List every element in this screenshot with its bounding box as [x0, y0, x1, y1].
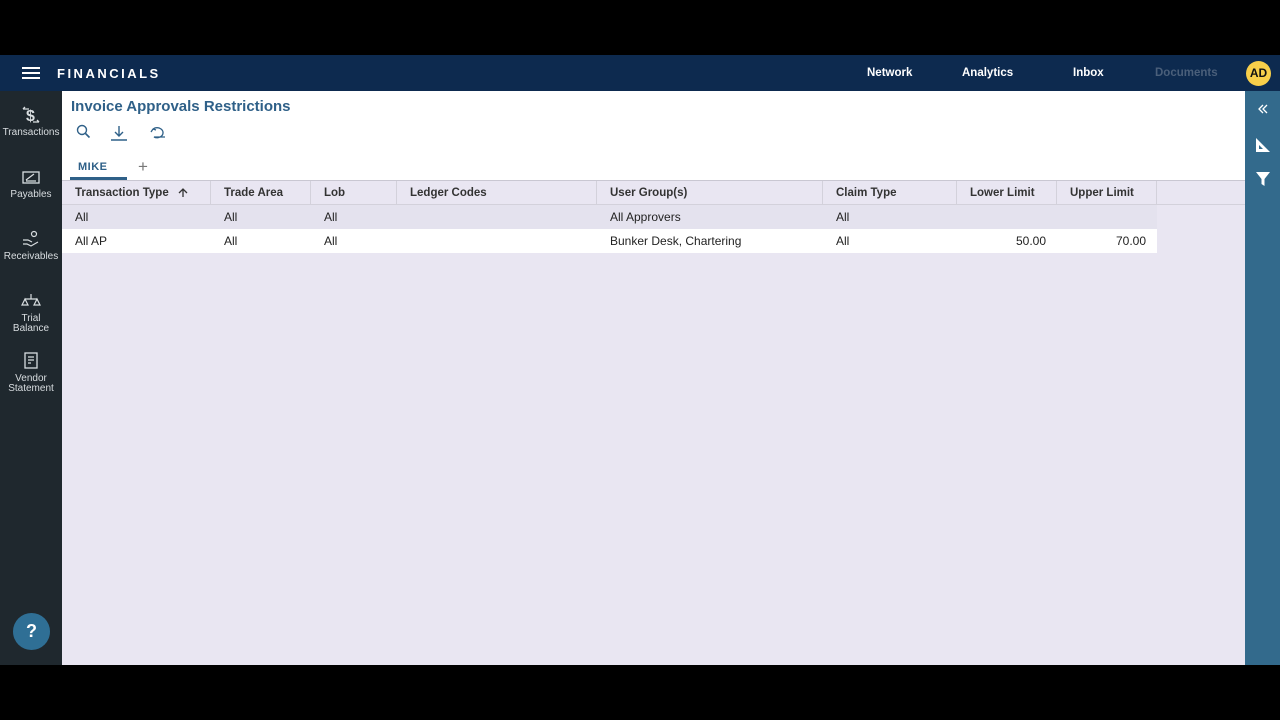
- right-panel: [1245, 91, 1280, 665]
- column-header-user-groups[interactable]: User Group(s): [597, 181, 823, 204]
- collapse-icon[interactable]: [1257, 103, 1269, 115]
- cell-transaction-type: All: [75, 210, 89, 224]
- add-tab-button[interactable]: +: [138, 157, 148, 176]
- tab-mike[interactable]: MIKE: [78, 161, 108, 173]
- cell-claim-type: All: [836, 210, 850, 224]
- cell-upper-limit: [1057, 205, 1157, 229]
- table-header: Transaction Type Trade Area Lob Ledger C…: [62, 180, 1245, 205]
- check-icon: [22, 171, 40, 184]
- cell-ledger-codes: [397, 205, 410, 229]
- cell-transaction-type: All AP: [75, 234, 108, 248]
- nav-network[interactable]: Network: [867, 67, 913, 79]
- cell-lower-limit: [957, 205, 1057, 229]
- column-header-upper-limit[interactable]: Upper Limit: [1057, 181, 1157, 204]
- column-header-lob[interactable]: Lob: [311, 181, 397, 204]
- column-header-trade-area[interactable]: Trade Area: [211, 181, 311, 204]
- cell-claim-type: All: [836, 234, 850, 248]
- undo-icon[interactable]: [149, 124, 167, 140]
- active-tab-indicator: [70, 177, 127, 180]
- menu-icon[interactable]: [22, 67, 40, 79]
- top-bar: FINANCIALS Network Analytics Inbox Docum…: [0, 55, 1280, 91]
- sidebar-item-label: Transactions: [2, 127, 60, 138]
- sidebar-item-vendor-statement[interactable]: Vendor Statement: [0, 351, 62, 394]
- cell-user-groups: Bunker Desk, Chartering: [610, 234, 742, 248]
- dollar-exchange-icon: $: [22, 106, 40, 125]
- page-title: Invoice Approvals Restrictions: [71, 98, 291, 115]
- sidebar-item-label: Trial Balance: [12, 313, 50, 334]
- restrictions-table: Transaction Type Trade Area Lob Ledger C…: [62, 180, 1245, 253]
- hand-coin-icon: [23, 230, 39, 247]
- ruler-triangle-icon[interactable]: [1254, 136, 1272, 154]
- cell-ledger-codes: [397, 229, 410, 253]
- column-header-claim-type[interactable]: Claim Type: [823, 181, 957, 204]
- cell-lob: All: [324, 234, 338, 248]
- table-row[interactable]: All AP All All Bunker Desk, Chartering A…: [62, 229, 1157, 253]
- sidebar-item-payables[interactable]: Payables: [0, 167, 62, 200]
- page-header: Invoice Approvals Restrictions MIKE +: [62, 91, 1245, 180]
- scale-icon: [21, 294, 41, 306]
- cell-user-groups: All Approvers: [610, 210, 681, 224]
- avatar[interactable]: AD: [1246, 61, 1271, 86]
- statement-icon: [24, 352, 38, 369]
- nav-analytics[interactable]: Analytics: [962, 67, 1014, 79]
- column-header-lower-limit[interactable]: Lower Limit: [957, 181, 1057, 204]
- sidebar-item-trial-balance[interactable]: Trial Balance: [0, 291, 62, 334]
- cell-trade-area: All: [224, 234, 238, 248]
- app-title: FINANCIALS: [57, 66, 161, 81]
- help-button[interactable]: ?: [13, 613, 50, 650]
- filter-icon[interactable]: [1255, 171, 1271, 187]
- search-icon[interactable]: [76, 124, 92, 140]
- nav-documents[interactable]: Documents: [1155, 67, 1218, 79]
- svg-text:$: $: [26, 108, 35, 125]
- nav-inbox[interactable]: Inbox: [1073, 67, 1104, 79]
- cell-trade-area: All: [224, 210, 238, 224]
- sidebar-item-label: Receivables: [3, 251, 59, 262]
- sidebar-item-receivables[interactable]: Receivables: [0, 229, 62, 262]
- sidebar-item-label: Vendor Statement: [8, 373, 54, 394]
- sidebar: $ Transactions Payables Receivables Tria…: [0, 91, 62, 665]
- download-icon[interactable]: [110, 124, 128, 142]
- sidebar-item-transactions[interactable]: $ Transactions: [0, 105, 62, 138]
- column-header-transaction-type[interactable]: Transaction Type: [62, 181, 211, 204]
- cell-lower-limit: 50.00: [1015, 234, 1046, 248]
- sort-ascending-icon[interactable]: [178, 187, 188, 198]
- sidebar-item-label: Payables: [10, 189, 52, 200]
- cell-lob: All: [324, 210, 338, 224]
- column-header-ledger-codes[interactable]: Ledger Codes: [397, 181, 597, 204]
- table-row[interactable]: All All All All Approvers All: [62, 205, 1157, 229]
- cell-upper-limit: 70.00: [1115, 234, 1146, 248]
